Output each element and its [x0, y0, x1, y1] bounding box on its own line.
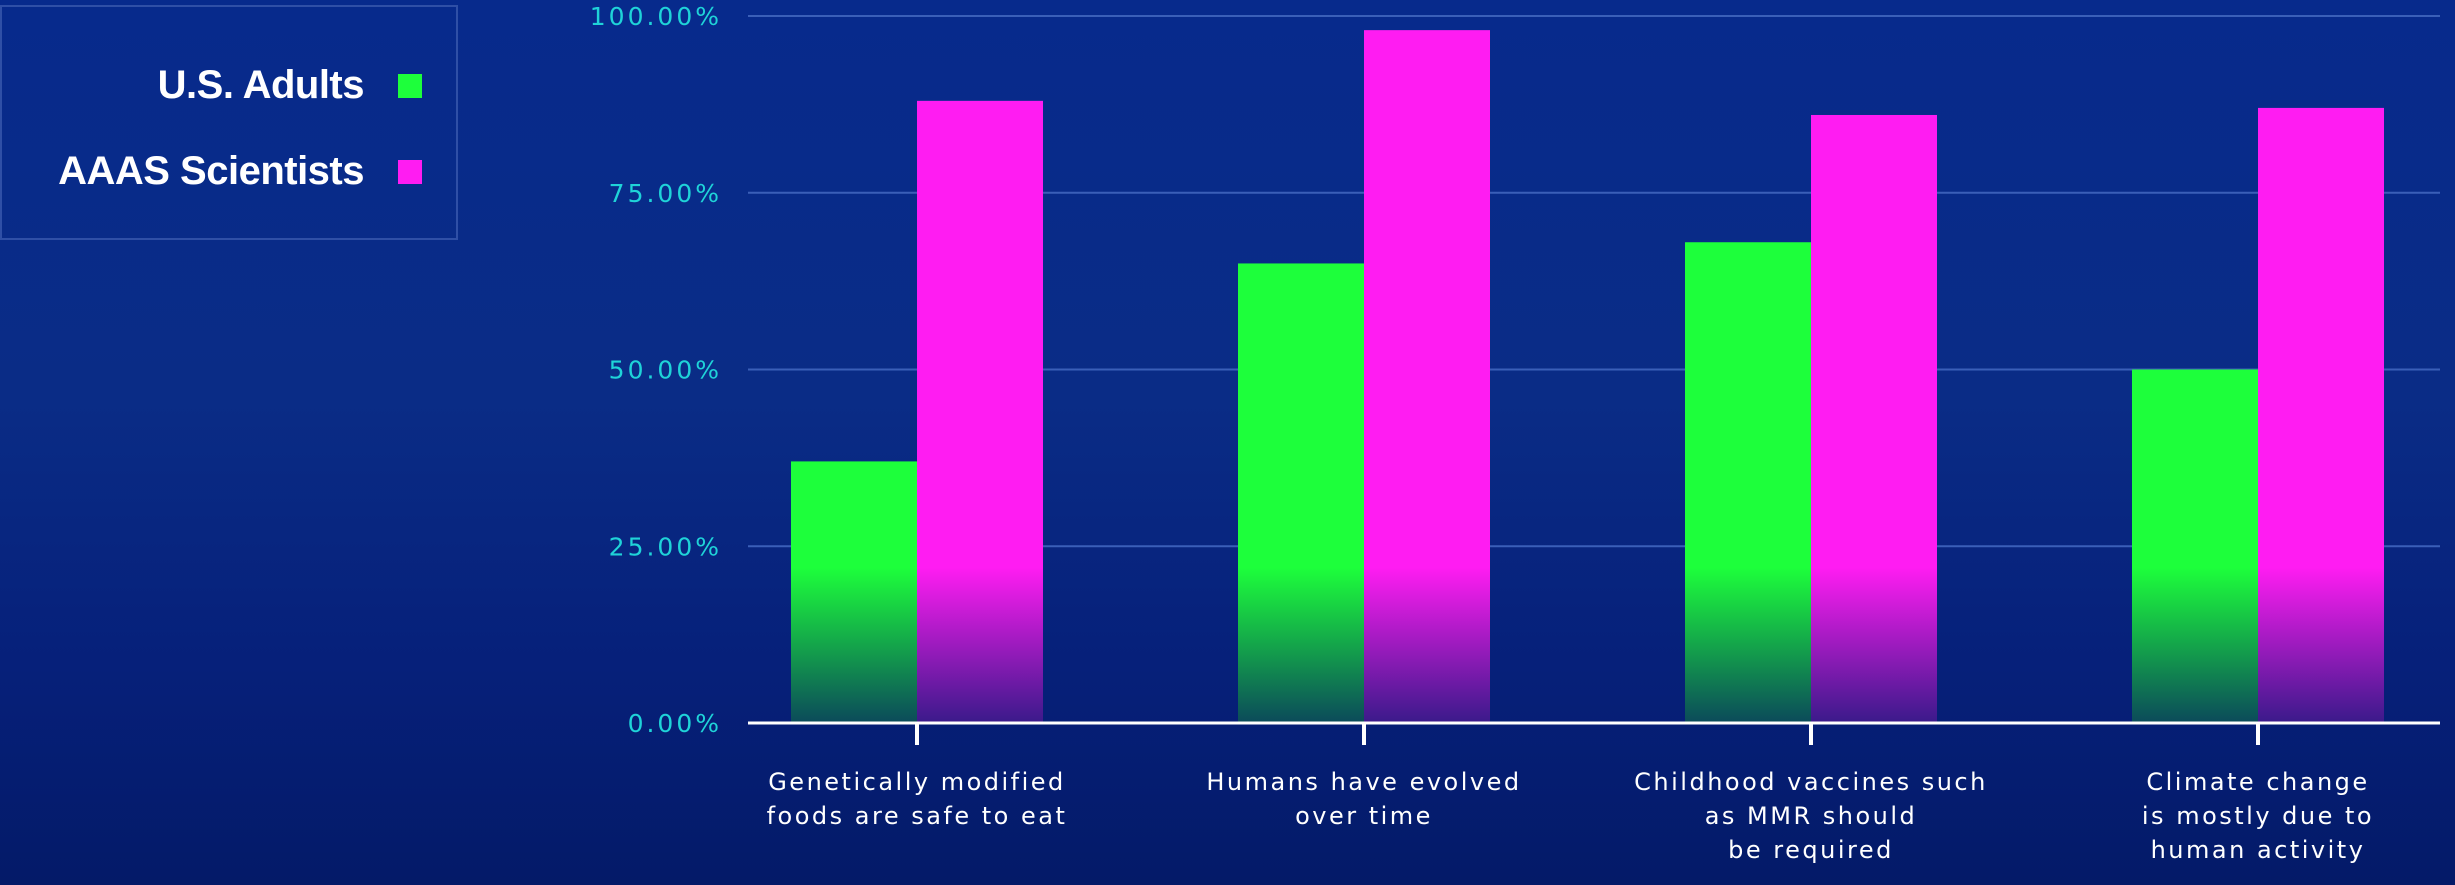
- legend-item-us-adults: U.S. Adults: [158, 63, 422, 108]
- y-tick-label: 100.00%: [590, 2, 722, 31]
- bar-us-adults: [1238, 263, 1364, 723]
- category-label-line: Genetically modified: [768, 768, 1066, 796]
- y-tick-label: 25.00%: [609, 532, 722, 561]
- category-label-line: foods are safe to eat: [767, 802, 1068, 830]
- category-labels: Genetically modified foods are safe to ea…: [767, 768, 2374, 864]
- category-label-line: over time: [1295, 802, 1433, 830]
- category-label: Genetically modified foods are safe to ea…: [767, 768, 1068, 830]
- bar-us-adults: [791, 461, 917, 723]
- legend-swatch: [398, 159, 422, 184]
- bar-aaas-scientists: [1811, 114, 1937, 724]
- x-axis: [748, 721, 2440, 745]
- category-label-line: as MMR should: [1705, 802, 1918, 830]
- category-label: Childhood vaccines such as MMR should be r…: [1634, 768, 1988, 864]
- legend-label: AAAS Scientists: [58, 149, 364, 193]
- category-label-line: Childhood vaccines such: [1634, 768, 1988, 796]
- bar-us-adults: [2132, 369, 2258, 723]
- bar-us-adults: [1685, 242, 1811, 724]
- category-label: Climate change is mostly due to human acti…: [2142, 768, 2374, 864]
- y-tick-label: 0.00%: [628, 709, 722, 738]
- bars: [791, 30, 2384, 724]
- bar-aaas-scientists: [1364, 30, 1490, 723]
- legend-item-aaas-scientists: AAAS Scientists: [58, 149, 422, 194]
- legend-swatch: [398, 73, 422, 98]
- y-tick-labels: 0.00% 25.00% 50.00% 75.00% 100.00%: [590, 2, 722, 738]
- category-label-line: be required: [1728, 836, 1894, 864]
- category-label-line: Humans have evolved: [1206, 768, 1521, 796]
- category-label-line: human activity: [2151, 836, 2366, 864]
- category-label: Humans have evolved over time: [1206, 768, 1521, 830]
- y-tick-label: 75.00%: [609, 179, 722, 208]
- category-label-line: is mostly due to: [2142, 802, 2374, 830]
- legend-label: U.S. Adults: [157, 63, 365, 107]
- y-tick-label: 50.00%: [609, 356, 722, 385]
- category-label-line: Climate change: [2146, 768, 2369, 796]
- legend: U.S. Adults AAAS Scientists: [0, 5, 458, 240]
- bar-aaas-scientists: [917, 100, 1043, 724]
- bar-aaas-scientists: [2258, 107, 2384, 723]
